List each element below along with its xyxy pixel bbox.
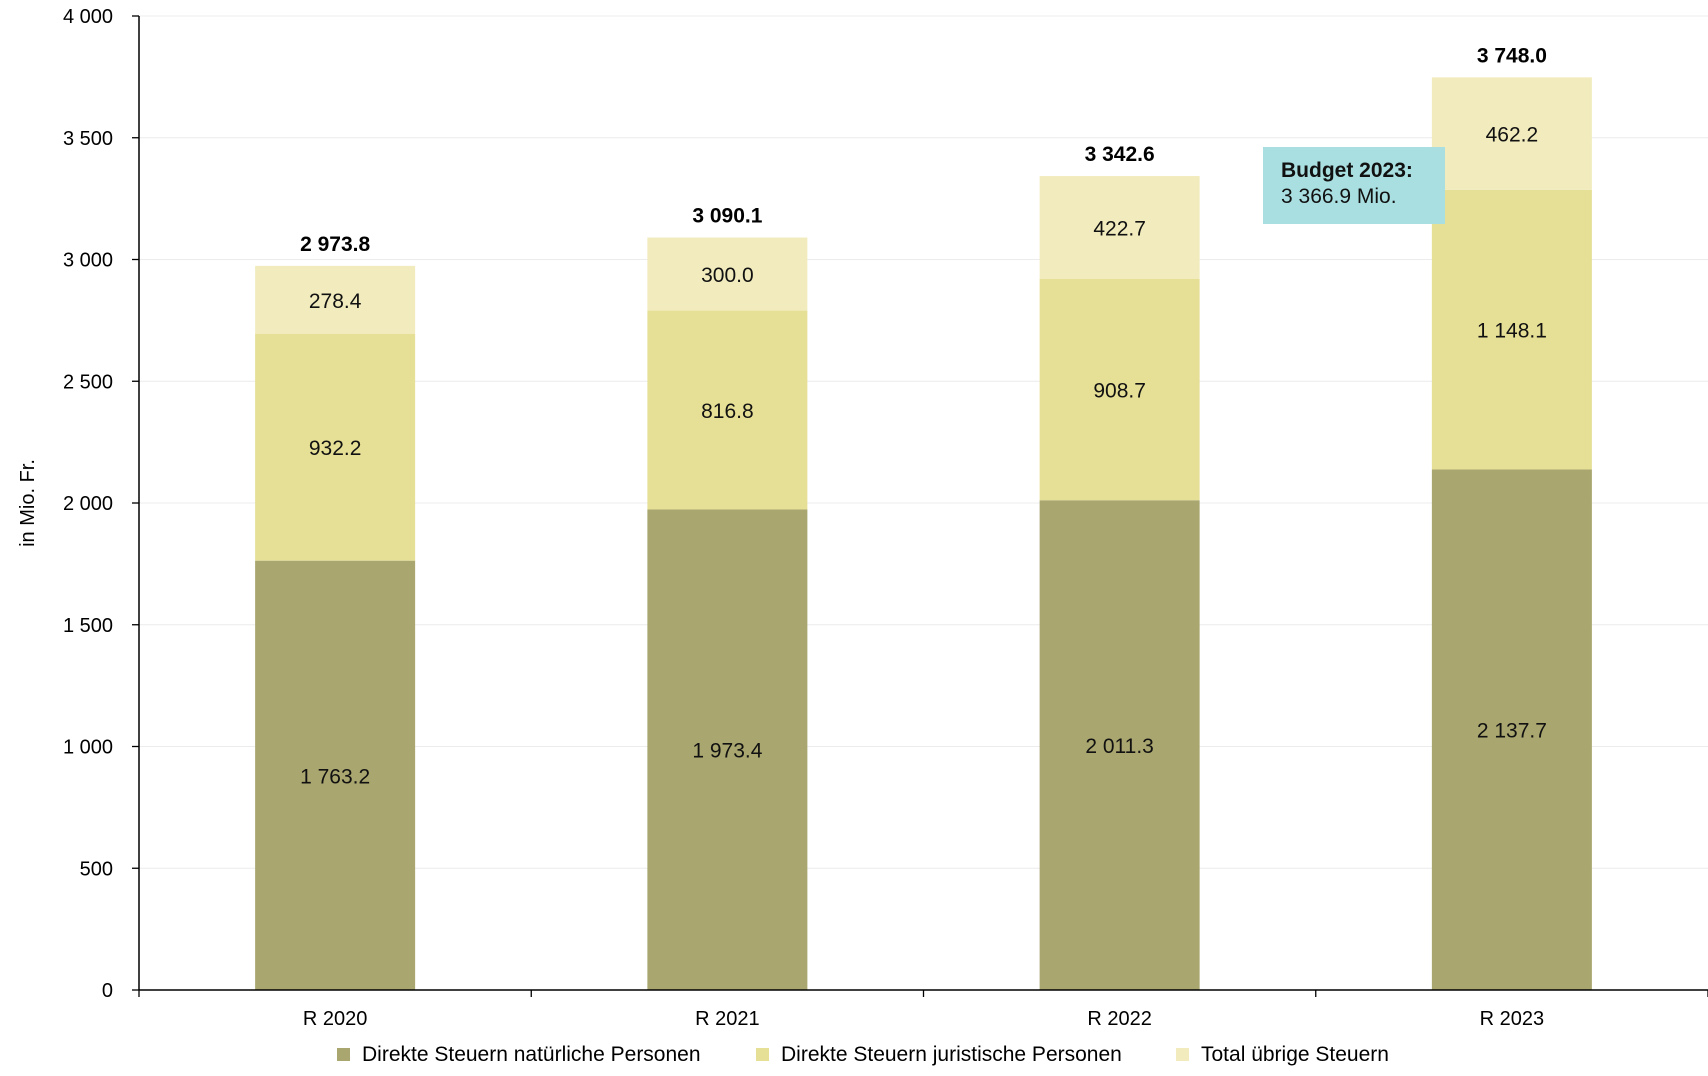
bar-segment [647,237,808,311]
bar-segment [1431,77,1592,190]
x-tick-label: R 2020 [303,1008,368,1030]
legend-item-label: Direkte Steuern natürliche Personen [362,1043,701,1066]
y-tick-label: 0 [102,980,113,1002]
y-tick-label: 1 000 [63,737,113,759]
bar-segment [255,560,416,990]
bar-segment-label: 1 148.1 [1477,320,1547,343]
bar-segment [1431,469,1592,990]
axes: 0 500 1 000 1 500 2 000 2 500 3 000 3 500 4 000 R… [63,6,1708,1030]
legend: Direkte Steuern natürliche Personen Direk… [337,1043,1389,1066]
bar-segment-label: 278.4 [309,290,362,313]
bar-segment [647,310,808,510]
budget-annotation-value: 3 366.9 Mio. [1281,185,1397,208]
bar-segment [255,265,416,334]
legend-swatch [1176,1048,1189,1061]
y-tick-label: 3 000 [63,250,113,272]
legend-item-label: Direkte Steuern juristische Personen [781,1043,1122,1066]
bar-segment [1039,500,1200,990]
x-tick-label: R 2021 [695,1008,760,1030]
bars [255,77,1592,990]
data-labels: 1 763.2 932.2 278.4 2 973.8 1 973.4 816.8 300.… [300,44,1547,788]
bar-segment [1039,176,1200,279]
budget-annotation-box [1263,147,1445,224]
bar-segment-label: 422.7 [1093,218,1146,241]
bar-total-label: 3 748.0 [1477,44,1547,67]
bar-segment-label: 300.0 [701,264,754,287]
bar-segment-label: 932.2 [309,437,362,460]
bar-segment-label: 462.2 [1486,124,1539,147]
legend-item-label: Total übrige Steuern [1201,1043,1389,1066]
budget-annotation-title: Budget 2023: [1281,159,1413,182]
y-tick-label: 3 500 [63,128,113,150]
bar-total-label: 3 090.1 [692,205,762,228]
y-tick-label: 2 500 [63,371,113,393]
bar-segment-label: 1 973.4 [692,740,762,763]
legend-swatch [337,1048,350,1061]
bar-total-label: 3 342.6 [1085,143,1155,166]
y-tick-label: 500 [80,858,113,880]
x-tick-label: R 2022 [1087,1008,1152,1030]
bar-segment-label: 2 011.3 [1085,735,1154,758]
bar-segment-label: 816.8 [701,400,754,423]
legend-swatch [756,1048,769,1061]
y-tick-label: 2 000 [63,493,113,515]
bar-segment [1039,278,1200,501]
bar-segment-label: 1 763.2 [300,765,370,788]
bar-segment-label: 2 137.7 [1477,720,1547,743]
y-tick-label: 4 000 [63,6,113,28]
x-tick-label: R 2023 [1480,1008,1545,1030]
bar-segment [255,333,416,561]
bar-total-label: 2 973.8 [300,233,370,256]
bar-segment-label: 908.7 [1093,380,1146,403]
budget-annotation: Budget 2023: 3 366.9 Mio. [1263,147,1445,224]
y-axis-title: in Mio. Fr. [17,459,39,547]
bar-segment [1431,189,1592,470]
y-tick-label: 1 500 [63,615,113,637]
bar-segment [647,509,808,990]
